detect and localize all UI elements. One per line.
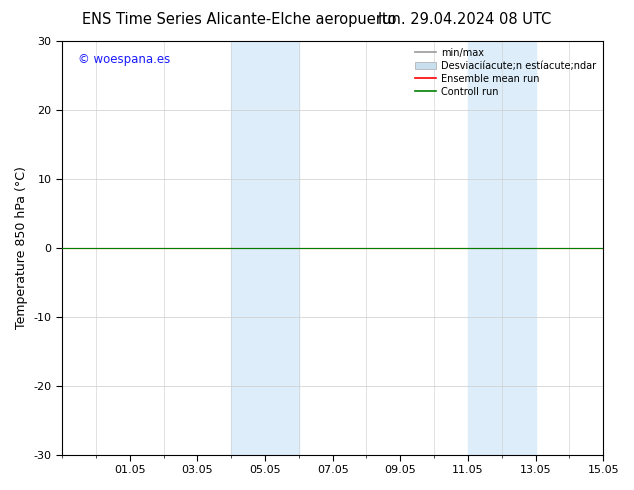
Y-axis label: Temperature 850 hPa (°C): Temperature 850 hPa (°C): [15, 167, 28, 329]
Bar: [468, 41, 536, 455]
Bar: [231, 41, 299, 455]
Text: lun. 29.04.2024 08 UTC: lun. 29.04.2024 08 UTC: [378, 12, 552, 27]
Legend: min/max, Desviaciíacute;n estíacute;ndar, Ensemble mean run, Controll run: min/max, Desviaciíacute;n estíacute;ndar…: [411, 44, 600, 100]
Text: ENS Time Series Alicante-Elche aeropuerto: ENS Time Series Alicante-Elche aeropuert…: [82, 12, 397, 27]
Text: © woespana.es: © woespana.es: [79, 53, 171, 67]
